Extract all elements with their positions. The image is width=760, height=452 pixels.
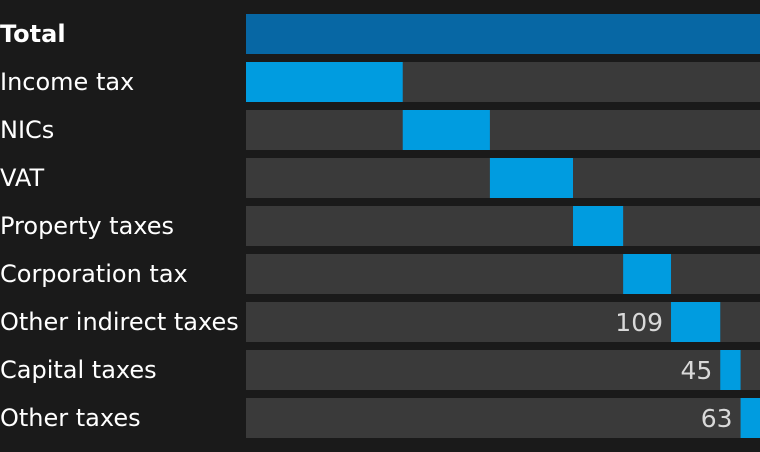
category-label-income-tax: Income tax <box>0 68 134 96</box>
bar-property-taxes <box>573 206 624 246</box>
category-label-other-taxes: Other taxes <box>0 404 141 432</box>
total-bar <box>246 14 760 54</box>
bar-corporation-tax <box>623 254 672 294</box>
category-label-other-indirect-taxes: Other indirect taxes <box>0 308 239 336</box>
category-label-property-taxes: Property taxes <box>0 212 174 240</box>
value-label-capital-taxes: 45 <box>680 356 712 385</box>
bar-track-property-taxes <box>246 206 760 246</box>
bar-track-capital-taxes <box>246 350 760 390</box>
category-label-capital-taxes: Capital taxes <box>0 356 157 384</box>
bar-income-tax <box>246 62 403 102</box>
bar-nics <box>402 110 490 150</box>
category-label-nics: NICs <box>0 116 54 144</box>
bar-track-other-taxes <box>246 398 760 438</box>
category-label-corporation-tax: Corporation tax <box>0 260 188 288</box>
bar-track-nics <box>246 110 760 150</box>
bar-vat <box>489 158 574 198</box>
bar-capital-taxes <box>720 350 741 390</box>
bar-track-corporation-tax <box>246 254 760 294</box>
category-label-vat: VAT <box>0 164 44 192</box>
bar-other-indirect-taxes <box>671 302 721 342</box>
value-label-other-indirect-taxes: 109 <box>615 308 663 337</box>
value-label-other-taxes: 63 <box>701 404 733 433</box>
bar-other-taxes <box>740 398 760 438</box>
category-label-total: Total <box>0 20 66 48</box>
